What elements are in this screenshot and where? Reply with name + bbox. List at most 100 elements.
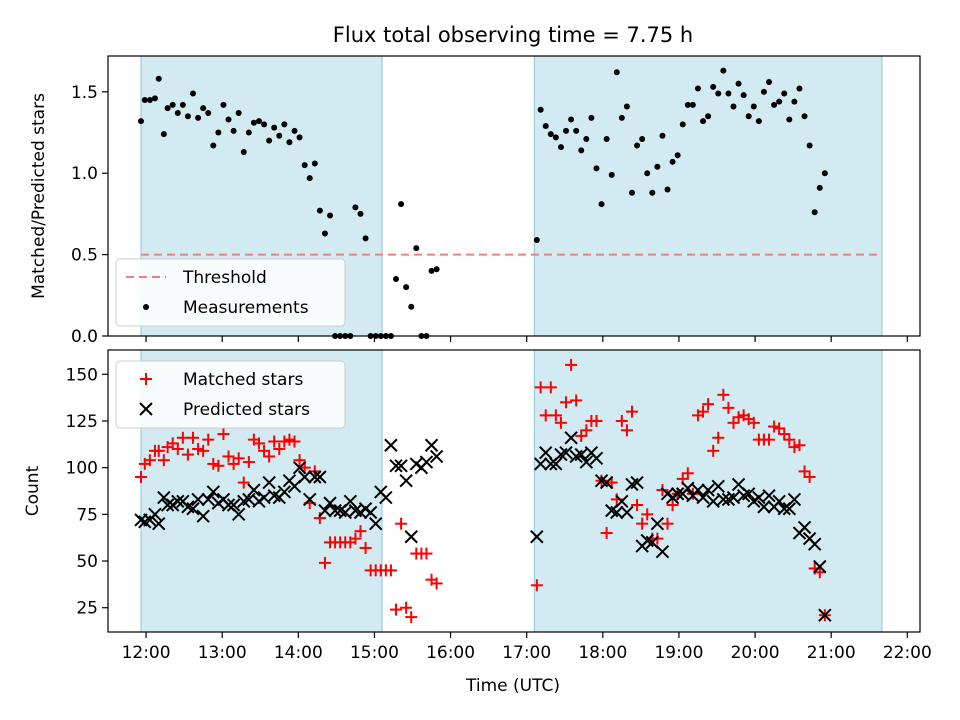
top-legend-box [115,258,346,327]
y-tick-label: 50 [76,552,98,572]
measurement-point [271,124,278,131]
matched-star-point [430,577,443,590]
measurement-point [195,114,202,121]
matched-star-point [778,428,791,441]
matched-star-point [554,416,567,429]
matched-star-point [768,420,781,433]
measurement-point [141,96,148,103]
predicted-star-point [389,459,403,473]
x-tick-label: 13:00 [198,643,247,663]
predicted-star-point [313,470,327,484]
predicted-stars-points [134,431,832,622]
predicted-star-point [742,487,756,501]
matched-star-point [575,429,588,442]
measurement-point [155,75,162,82]
predicted-star-point [257,490,271,505]
measurement-point [679,121,686,128]
predicted-star-point [419,455,434,469]
predicted-star-point [297,470,312,484]
measurement-point [623,103,630,110]
measurement-point [261,121,268,128]
measurement-point [639,136,646,143]
predicted-star-point [530,530,544,544]
matched-star-point [763,433,776,446]
matched-star-point [615,414,628,427]
matched-star-point [788,441,801,454]
matched-star-point [641,508,654,521]
top-y-axis-label: Matched/Predicted stars [29,93,49,299]
matched-star-point [354,525,367,538]
predicted-star-point [539,446,553,460]
top-axes-frame [107,55,921,337]
measurement-point [327,212,334,219]
measurement-point [250,119,257,126]
matched-star-point [192,442,205,455]
predicted-star-point [533,457,548,471]
bottom-axis-ticks: 25 50 75 100 125 150 12:00 13:00 14:00 15:00 16:00… [66,365,932,663]
top-legend: Threshold Measurements [115,258,346,327]
y-tick-label: 150 [66,365,98,385]
matched-star-point [134,470,147,483]
predicted-star-point [696,490,710,505]
x-tick-label: 14:00 [274,643,323,663]
matched-star-point [349,532,362,545]
measurement-point [403,284,410,291]
predicted-star-point [308,470,322,484]
x-tick-label: 18:00 [578,643,627,663]
y-tick-label: 1.0 [71,164,98,184]
y-tick-label: 0.5 [71,246,98,266]
matched-star-point [565,358,578,371]
matched-star-point [666,499,679,512]
matched-star-point [157,454,170,467]
measurement-point [816,184,823,191]
measurement-point [542,123,549,129]
shaded-interval [533,55,883,337]
matched-star-point [181,448,194,461]
predicted-star-point [262,475,276,490]
matched-star-point [707,444,720,457]
measurement-point [230,127,237,134]
legend-measurements-swatch [143,304,149,310]
x-tick-label: 15:00 [350,643,399,663]
matched-star-point [631,499,644,512]
x-axis-label: Time (UTC) [465,676,560,696]
matched-star-point [539,409,552,422]
legend-measurements-label: Measurements [183,298,309,318]
measurement-point [281,121,288,128]
predicted-star-point [782,502,797,516]
matched-star-point [661,517,674,530]
measurement-point [801,113,808,120]
matched-star-point [636,517,649,530]
matched-star-point [263,450,276,463]
matched-star-point [359,541,372,554]
matched-star-point [717,388,730,401]
matched-star-point [549,409,562,422]
measurement-point [169,101,176,108]
measurement-point [720,67,727,74]
measurement-point [796,85,803,92]
measurement-point [634,142,641,149]
matched-stars-points [134,358,831,624]
measurement-point [649,189,656,196]
predicted-star-point [196,509,210,523]
legend-predicted-label: Predicted stars [183,400,310,420]
measurement-point [398,201,405,208]
matched-star-point [268,435,281,448]
predicted-star-point [706,494,720,508]
matched-star-point [252,437,265,450]
predicted-star-point [318,503,332,518]
predicted-star-point [716,492,731,507]
measurement-point [786,116,793,123]
matched-star-point [176,431,189,444]
measurement-point [255,118,262,125]
measurement-point [357,210,364,217]
measurement-point [184,113,191,120]
matched-star-point [207,457,220,470]
matched-star-point [202,433,215,446]
matched-star-point [783,433,796,446]
measurement-point [689,101,696,108]
matched-star-point [390,603,403,616]
predicted-star-point [424,438,439,452]
predicted-star-point [338,505,352,520]
measurement-point [311,160,318,167]
